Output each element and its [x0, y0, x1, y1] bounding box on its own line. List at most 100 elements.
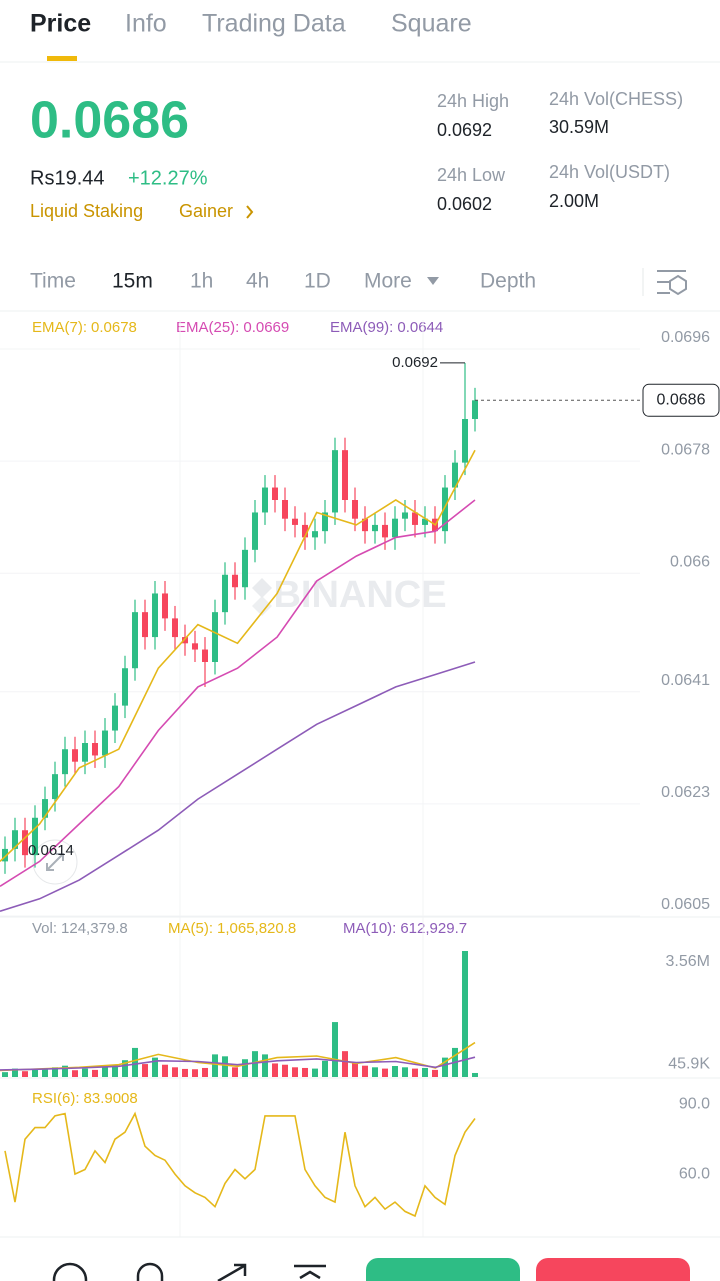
tag[interactable]: Gainer [179, 201, 233, 221]
stat-value: 30.59M [549, 117, 609, 137]
candle-body [232, 574, 238, 588]
sell-button[interactable] [536, 1258, 690, 1281]
volume-bar [342, 1051, 348, 1077]
volume-bar [302, 1067, 308, 1077]
candle-body [342, 450, 348, 500]
volume-bar [212, 1054, 218, 1077]
volume-bar [312, 1068, 318, 1077]
interval[interactable]: 4h [246, 270, 269, 293]
candle-body [302, 524, 308, 538]
volume-bar [352, 1062, 358, 1077]
volume-ma-line [0, 1056, 476, 1071]
chevron [246, 205, 254, 219]
interval[interactable]: 1h [190, 270, 213, 293]
candle-body [372, 524, 378, 532]
tab-price[interactable]: Price [30, 10, 91, 38]
candle-body [472, 400, 478, 419]
volume-bar [22, 1071, 28, 1077]
tab-trading-data[interactable]: Trading Data [202, 10, 346, 38]
volume-bar [182, 1068, 188, 1077]
candle-body [452, 462, 458, 488]
y-tick-label: 0.066 [670, 554, 710, 571]
candle-body [392, 518, 398, 538]
volume-bar [172, 1067, 178, 1077]
volume-bar [242, 1059, 248, 1077]
candle-body [22, 830, 28, 856]
candle-body [352, 500, 358, 519]
volume-bar [282, 1064, 288, 1077]
indicator: MA(10): 612,929.7 [343, 920, 467, 937]
candle-body [142, 612, 148, 638]
expand-icon [46, 853, 64, 871]
candle-body [442, 487, 448, 532]
volume-bar [92, 1069, 98, 1077]
candle-body [282, 500, 288, 519]
candle-body [212, 612, 218, 662]
candle-body [422, 518, 428, 525]
interval[interactable]: 1D [304, 270, 331, 293]
indicator: EMA(7): 0.0678 [32, 319, 137, 336]
volume-bar [262, 1054, 268, 1077]
volume-bar [72, 1070, 78, 1077]
volume-bar [142, 1064, 148, 1077]
stat-label: 24h High [437, 91, 509, 111]
candle-body [242, 549, 248, 588]
fiat-price: Rs19.44 [30, 167, 105, 189]
candle-body [102, 730, 108, 756]
candle-body [222, 574, 228, 613]
candle-body [262, 487, 268, 513]
candle-body [82, 743, 88, 762]
stat-value: 2.00M [549, 191, 599, 211]
tag[interactable]: Liquid Staking [30, 201, 143, 221]
stat-label: 24h Vol(USDT) [549, 162, 670, 182]
interval[interactable]: Depth [480, 270, 536, 293]
volume-bar [32, 1069, 38, 1077]
indicator-value: 1,065,820.8 [217, 920, 296, 937]
volume-bar [192, 1069, 198, 1077]
ema-line [0, 449, 476, 862]
volume-bar [422, 1067, 428, 1077]
interval[interactable]: More [364, 270, 412, 293]
toolbar-icons[interactable] [52, 1262, 326, 1281]
y-tick-label: 0.0696 [661, 329, 710, 346]
volume-bar [292, 1067, 298, 1077]
y-tick-label: 3.56M [666, 953, 710, 970]
candle-body [172, 618, 178, 638]
interval[interactable]: 15m [112, 270, 153, 293]
volume-bar [322, 1060, 328, 1077]
indicator-value: 124,379.8 [61, 920, 128, 937]
indicator-label: EMA(7): [32, 319, 87, 336]
tab-indicator [47, 56, 77, 61]
indicator-label: EMA(99): [330, 319, 393, 336]
settings-icon[interactable] [657, 270, 687, 296]
tab-square[interactable]: Square [391, 10, 472, 38]
stat-value: 0.0602 [437, 194, 492, 214]
indicator-value: 0.0669 [243, 319, 289, 336]
volume-bar [432, 1069, 438, 1077]
buy-button[interactable] [366, 1258, 520, 1281]
volume-bar [122, 1060, 128, 1077]
volume-bar [12, 1068, 18, 1077]
y-tick-label: 0.0623 [661, 784, 710, 801]
candle-body [92, 743, 98, 756]
candle-body [252, 512, 258, 550]
tab-info[interactable]: Info [125, 10, 167, 38]
candle-body [12, 830, 18, 849]
indicator-value: 612,929.7 [400, 920, 467, 937]
indicator: RSI(6): 83.9008 [32, 1090, 138, 1107]
candle-body [152, 593, 158, 638]
interval[interactable]: Time [30, 270, 76, 293]
volume-bar [462, 951, 468, 1077]
volume-bar [472, 1072, 478, 1077]
ema-line [0, 661, 476, 912]
candle-body [312, 531, 318, 538]
indicator-label: Vol: [32, 920, 57, 937]
candle-body [202, 649, 208, 662]
candle-body [132, 612, 138, 669]
volume-bar [252, 1051, 258, 1077]
volume-bar [222, 1056, 228, 1077]
ema-line [0, 499, 476, 887]
volume-bar [162, 1064, 168, 1077]
y-tick-label: 0.0605 [661, 896, 710, 913]
rsi-line [4, 1111, 476, 1218]
